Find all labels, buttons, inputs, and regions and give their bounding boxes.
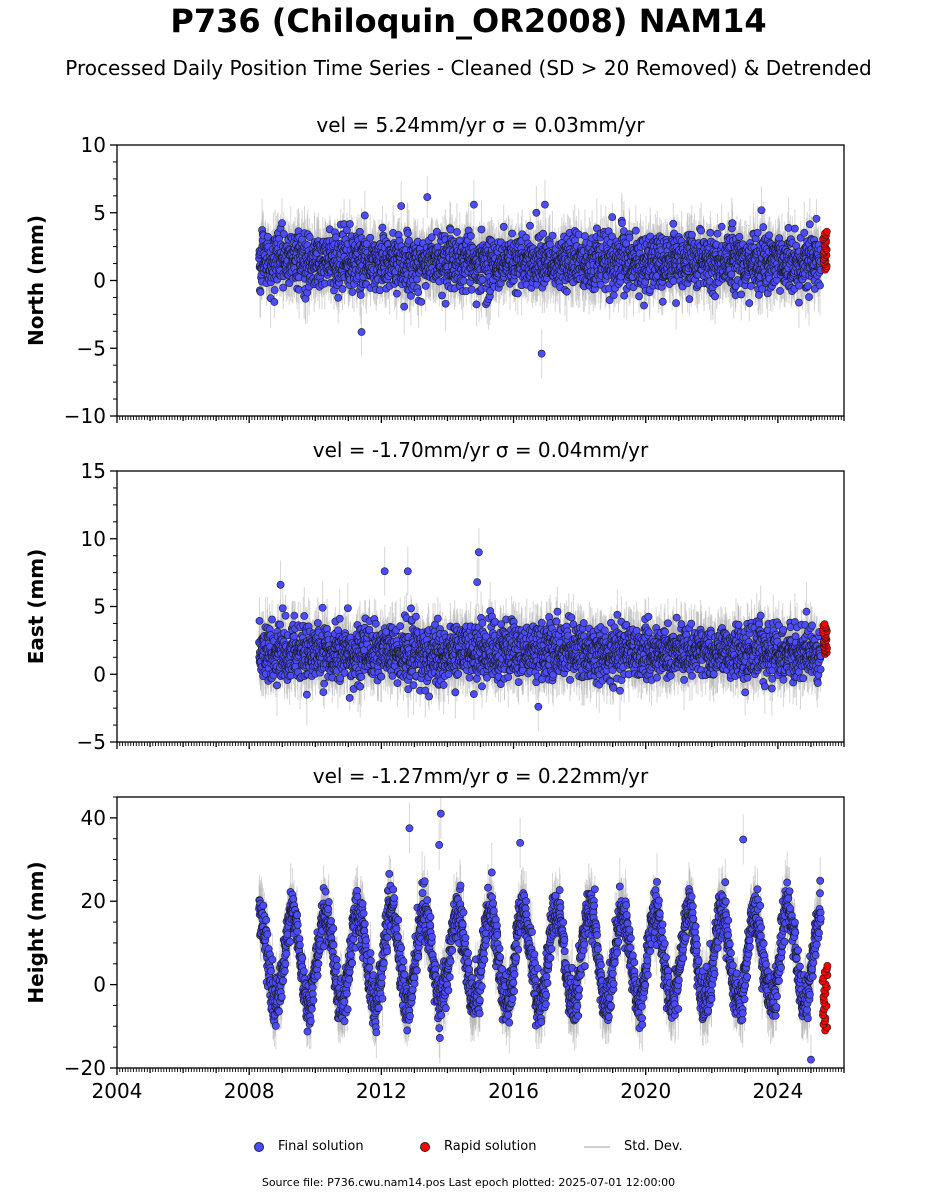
final-point <box>334 293 343 302</box>
final-point <box>620 291 629 300</box>
final-point <box>407 292 415 300</box>
final-point <box>581 232 589 240</box>
final-points-north <box>255 193 825 358</box>
final-point <box>270 298 279 306</box>
final-point <box>342 226 351 235</box>
final-point <box>545 240 554 249</box>
final-point <box>441 299 450 308</box>
final-point <box>618 219 626 228</box>
final-point <box>499 222 508 231</box>
final-point <box>658 297 667 306</box>
final-point <box>438 291 446 300</box>
final-point <box>526 221 534 230</box>
final-point <box>345 220 354 228</box>
final-point <box>477 225 486 234</box>
final-point <box>270 286 279 294</box>
final-point <box>631 226 640 235</box>
final-point <box>532 208 541 217</box>
final-point <box>414 288 423 297</box>
final-point <box>548 231 557 240</box>
final-point <box>478 275 487 284</box>
final-point <box>640 301 648 310</box>
final-point <box>405 236 413 245</box>
final-point <box>256 288 265 296</box>
final-point <box>376 286 384 295</box>
final-point <box>403 229 412 238</box>
final-point <box>513 289 522 298</box>
final-point <box>472 300 481 309</box>
final-point <box>539 229 548 238</box>
final-point <box>467 285 476 294</box>
final-point <box>305 233 314 241</box>
final-point <box>423 193 432 202</box>
final-point <box>421 282 430 290</box>
final-point <box>625 233 634 242</box>
final-point <box>562 287 571 296</box>
final-point <box>279 230 288 238</box>
final-point <box>453 228 461 236</box>
final-point <box>331 233 340 242</box>
final-point <box>459 276 468 285</box>
final-point <box>378 223 387 232</box>
final-point <box>338 285 347 293</box>
final-point <box>608 213 617 222</box>
final-point <box>400 302 409 311</box>
final-point <box>669 219 678 228</box>
final-point <box>348 288 357 296</box>
final-point <box>669 277 678 286</box>
final-point <box>366 233 375 242</box>
final-point <box>392 289 401 298</box>
figure-title: P736 (Chiloquin_OR2008) NAM14 <box>170 2 767 40</box>
final-point <box>417 298 426 306</box>
final-point <box>263 232 272 241</box>
final-point <box>427 233 436 242</box>
final-point <box>279 283 288 292</box>
final-point <box>672 299 680 308</box>
final-point <box>609 291 618 300</box>
plot-area-north <box>255 176 831 379</box>
final-point <box>508 229 516 238</box>
final-point <box>466 232 475 240</box>
final-point <box>635 292 643 301</box>
final-point <box>278 219 286 228</box>
final-point <box>356 291 365 299</box>
figure-subtitle: Processed Daily Position Time Series - C… <box>65 56 872 80</box>
